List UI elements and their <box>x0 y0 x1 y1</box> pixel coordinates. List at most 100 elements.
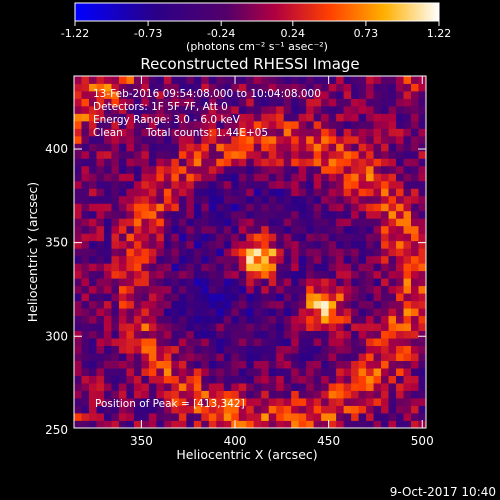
heatmap-cell <box>418 83 426 92</box>
heatmap-cell <box>148 225 157 234</box>
heatmap-cell <box>396 285 404 294</box>
heatmap-cell <box>141 233 150 242</box>
heatmap-cell <box>223 285 232 294</box>
heatmap-cell <box>366 90 374 99</box>
heatmap-cell <box>178 90 187 99</box>
heatmap-cell <box>366 413 374 421</box>
heatmap-cell <box>396 315 404 324</box>
heatmap-cell <box>111 128 120 137</box>
heatmap-cell <box>328 248 337 257</box>
heatmap-cell <box>133 143 142 152</box>
heatmap-cell <box>111 255 120 264</box>
heatmap-cell <box>216 353 225 361</box>
heatmap-cell <box>81 218 90 227</box>
heatmap-cell <box>283 285 292 294</box>
heatmap-cell <box>343 278 352 287</box>
heatmap-cell <box>126 360 135 369</box>
heatmap-cell <box>223 398 232 406</box>
heatmap-cell <box>328 173 337 182</box>
heatmap-cell <box>74 405 82 414</box>
heatmap-cell <box>291 390 300 399</box>
heatmap-cell <box>351 188 359 197</box>
heatmap-cell <box>358 203 367 212</box>
heatmap-cell <box>216 225 225 234</box>
heatmap-cell <box>208 83 217 92</box>
x-axis-label: Heliocentric X (arcsec) <box>176 447 317 462</box>
heatmap-cell <box>268 405 277 414</box>
heatmap-cell <box>358 165 367 174</box>
heatmap-cell <box>351 345 359 354</box>
heatmap-cell <box>111 398 120 406</box>
heatmap-cell <box>268 120 277 129</box>
heatmap-cell <box>186 413 195 421</box>
heatmap-cell <box>388 98 397 107</box>
heatmap-cell <box>396 150 404 159</box>
heatmap-cell <box>81 98 90 107</box>
heatmap-cell <box>193 270 202 279</box>
heatmap-cell <box>171 300 180 309</box>
info-annotations: 13-Feb-2016 09:54:08.000 to 10:04:08.000… <box>93 88 321 410</box>
heatmap-cell <box>148 150 157 159</box>
heatmap-cell <box>186 248 195 257</box>
heatmap-cell <box>276 278 285 287</box>
heatmap-cell <box>358 420 367 428</box>
heatmap-cell <box>186 83 195 92</box>
heatmap-cell <box>313 345 322 354</box>
heatmap-cell <box>388 76 397 84</box>
heatmap-cell <box>321 270 330 279</box>
heatmap-cell <box>141 218 150 227</box>
heatmap-cell <box>313 248 322 257</box>
heatmap-cell <box>118 105 127 114</box>
heatmap-cell <box>156 390 165 399</box>
heatmap-cell <box>118 383 127 391</box>
heatmap-cell <box>118 113 127 122</box>
heatmap-cell <box>103 76 112 84</box>
heatmap-cell <box>171 105 180 114</box>
heatmap-cell <box>118 135 127 144</box>
heatmap-cell <box>328 180 337 189</box>
heatmap-cell <box>178 105 187 114</box>
heatmap-cell <box>283 375 292 384</box>
heatmap-cell <box>171 315 180 324</box>
heatmap-cell <box>276 300 285 309</box>
heatmap-cell <box>291 255 300 264</box>
heatmap-cell <box>126 150 135 159</box>
heatmap-cell <box>238 315 247 324</box>
heatmap-cell <box>373 248 382 257</box>
heatmap-cell <box>261 173 270 182</box>
heatmap-cell <box>178 308 187 317</box>
heatmap-cell <box>253 300 262 309</box>
heatmap-cell <box>336 128 345 137</box>
footer-timestamp: 9-Oct-2017 10:40 <box>390 485 496 499</box>
heatmap-cell <box>336 383 345 391</box>
heatmap-cell <box>208 278 217 287</box>
heatmap-cell <box>403 98 412 107</box>
heatmap-cell <box>306 135 315 144</box>
heatmap-cell <box>148 248 157 257</box>
heatmap-cell <box>358 330 367 339</box>
heatmap-cell <box>81 383 90 391</box>
heatmap-cell <box>403 128 412 137</box>
heatmap-cell <box>148 323 157 332</box>
heatmap-cell <box>208 368 217 376</box>
heatmap-cell <box>261 398 270 406</box>
heatmap-cell <box>193 345 202 354</box>
heatmap-cell <box>298 225 307 234</box>
heatmap-cell <box>208 76 217 84</box>
heatmap-cell <box>133 128 142 137</box>
heatmap-cell <box>373 128 382 137</box>
heatmap-cell <box>306 210 315 219</box>
heatmap-cell <box>351 165 359 174</box>
heatmap-cell <box>411 158 419 167</box>
heatmap-cell <box>81 248 90 257</box>
heatmap-cell <box>81 360 90 369</box>
heatmap-cell <box>381 270 389 279</box>
heatmap-cell <box>186 278 195 287</box>
heatmap-cell <box>74 218 82 227</box>
heatmap-cell <box>418 188 426 197</box>
heatmap-cell <box>96 263 105 272</box>
heatmap-cell <box>396 98 404 107</box>
heatmap-cell <box>276 195 285 204</box>
heatmap-cell <box>298 240 307 249</box>
heatmap-cell <box>283 128 292 137</box>
